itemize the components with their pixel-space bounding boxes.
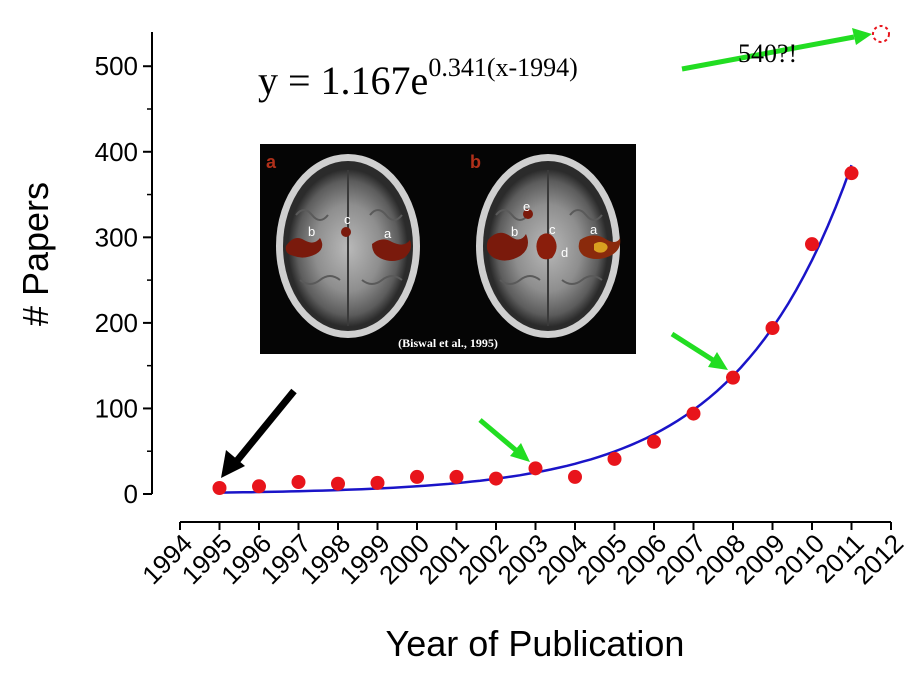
y-tick-label-400: 400 [95,137,138,167]
x-ticks [179,522,892,530]
fit-equation-exponent: 0.341(x-1994) [428,53,577,82]
data-point-2011 [844,166,859,181]
arrows [221,28,872,478]
y-tick-label-200: 200 [95,308,138,338]
inset-panel-a-letter: a [266,152,277,172]
inset-b-label-e: e [523,199,530,214]
x-axis-title: Year of Publication [386,623,685,664]
y-tick-label-500: 500 [95,51,138,81]
arrow-2003-green-head [510,443,530,462]
inset-b-label-d: d [561,245,568,260]
data-point-2002 [489,471,503,486]
inset-a-label-b: b [308,224,315,239]
arrow-1995-black-head [221,450,245,478]
data-point-2005 [607,451,622,466]
inset-panel-b-letter: b [470,152,481,172]
y-tick-label-300: 300 [95,222,138,252]
arrow-2003-green [478,418,520,454]
y-ticks [143,65,152,495]
data-point-2000 [410,469,424,484]
arrow-1995-black [233,388,297,465]
projected-point-540 [872,25,890,43]
y-tick-label-100: 100 [95,393,138,423]
brain-inset-image: a b b c a e b c d a (Biswal et al., 1995… [260,144,636,354]
arrow-projection-green [681,34,855,72]
data-point-1997 [291,475,306,490]
inset-caption: (Biswal et al., 1995) [398,336,498,350]
data-point-2009 [765,321,780,336]
arrow-projection-green-head [852,28,872,45]
data-point-1995 [212,481,227,496]
data-point-2007 [686,406,701,421]
data-point-2003 [528,461,543,476]
data-point-2004 [568,469,582,484]
projection-label: 540?! [738,39,797,68]
fit-equation: y = 1.167e0.341(x-1994) [258,53,578,103]
data-point-2010 [805,237,819,252]
brain-slice-a [276,154,420,338]
y-tick-labels: 0 100 200 300 400 500 [95,51,138,509]
data-point-2001 [449,469,464,484]
arrow-2008-green-head [708,352,728,370]
data-point-2008 [726,370,740,385]
data-points [212,166,859,496]
x-tick-labels: 1994199519961997199819992000200120022003… [136,528,909,590]
inset-a-label-a: a [384,226,392,241]
inset-a-label-c: c [344,212,351,227]
inset-b-label-b: b [511,224,518,239]
fit-equation-base: y = 1.167e [258,58,428,103]
axes: 0 100 200 300 400 500 19941995199619971998199… [95,32,909,590]
y-tick-label-0: 0 [124,479,138,509]
data-point-1996 [252,479,266,494]
arrow-2008-green [670,331,718,365]
y-axis-title: # Papers [15,182,56,326]
data-point-2006 [647,434,661,449]
data-point-1999 [370,475,385,490]
inset-b-label-c: c [549,222,556,237]
inset-b-label-a: a [590,222,598,237]
data-point-1998 [331,476,345,491]
brain-slice-b [476,154,621,338]
